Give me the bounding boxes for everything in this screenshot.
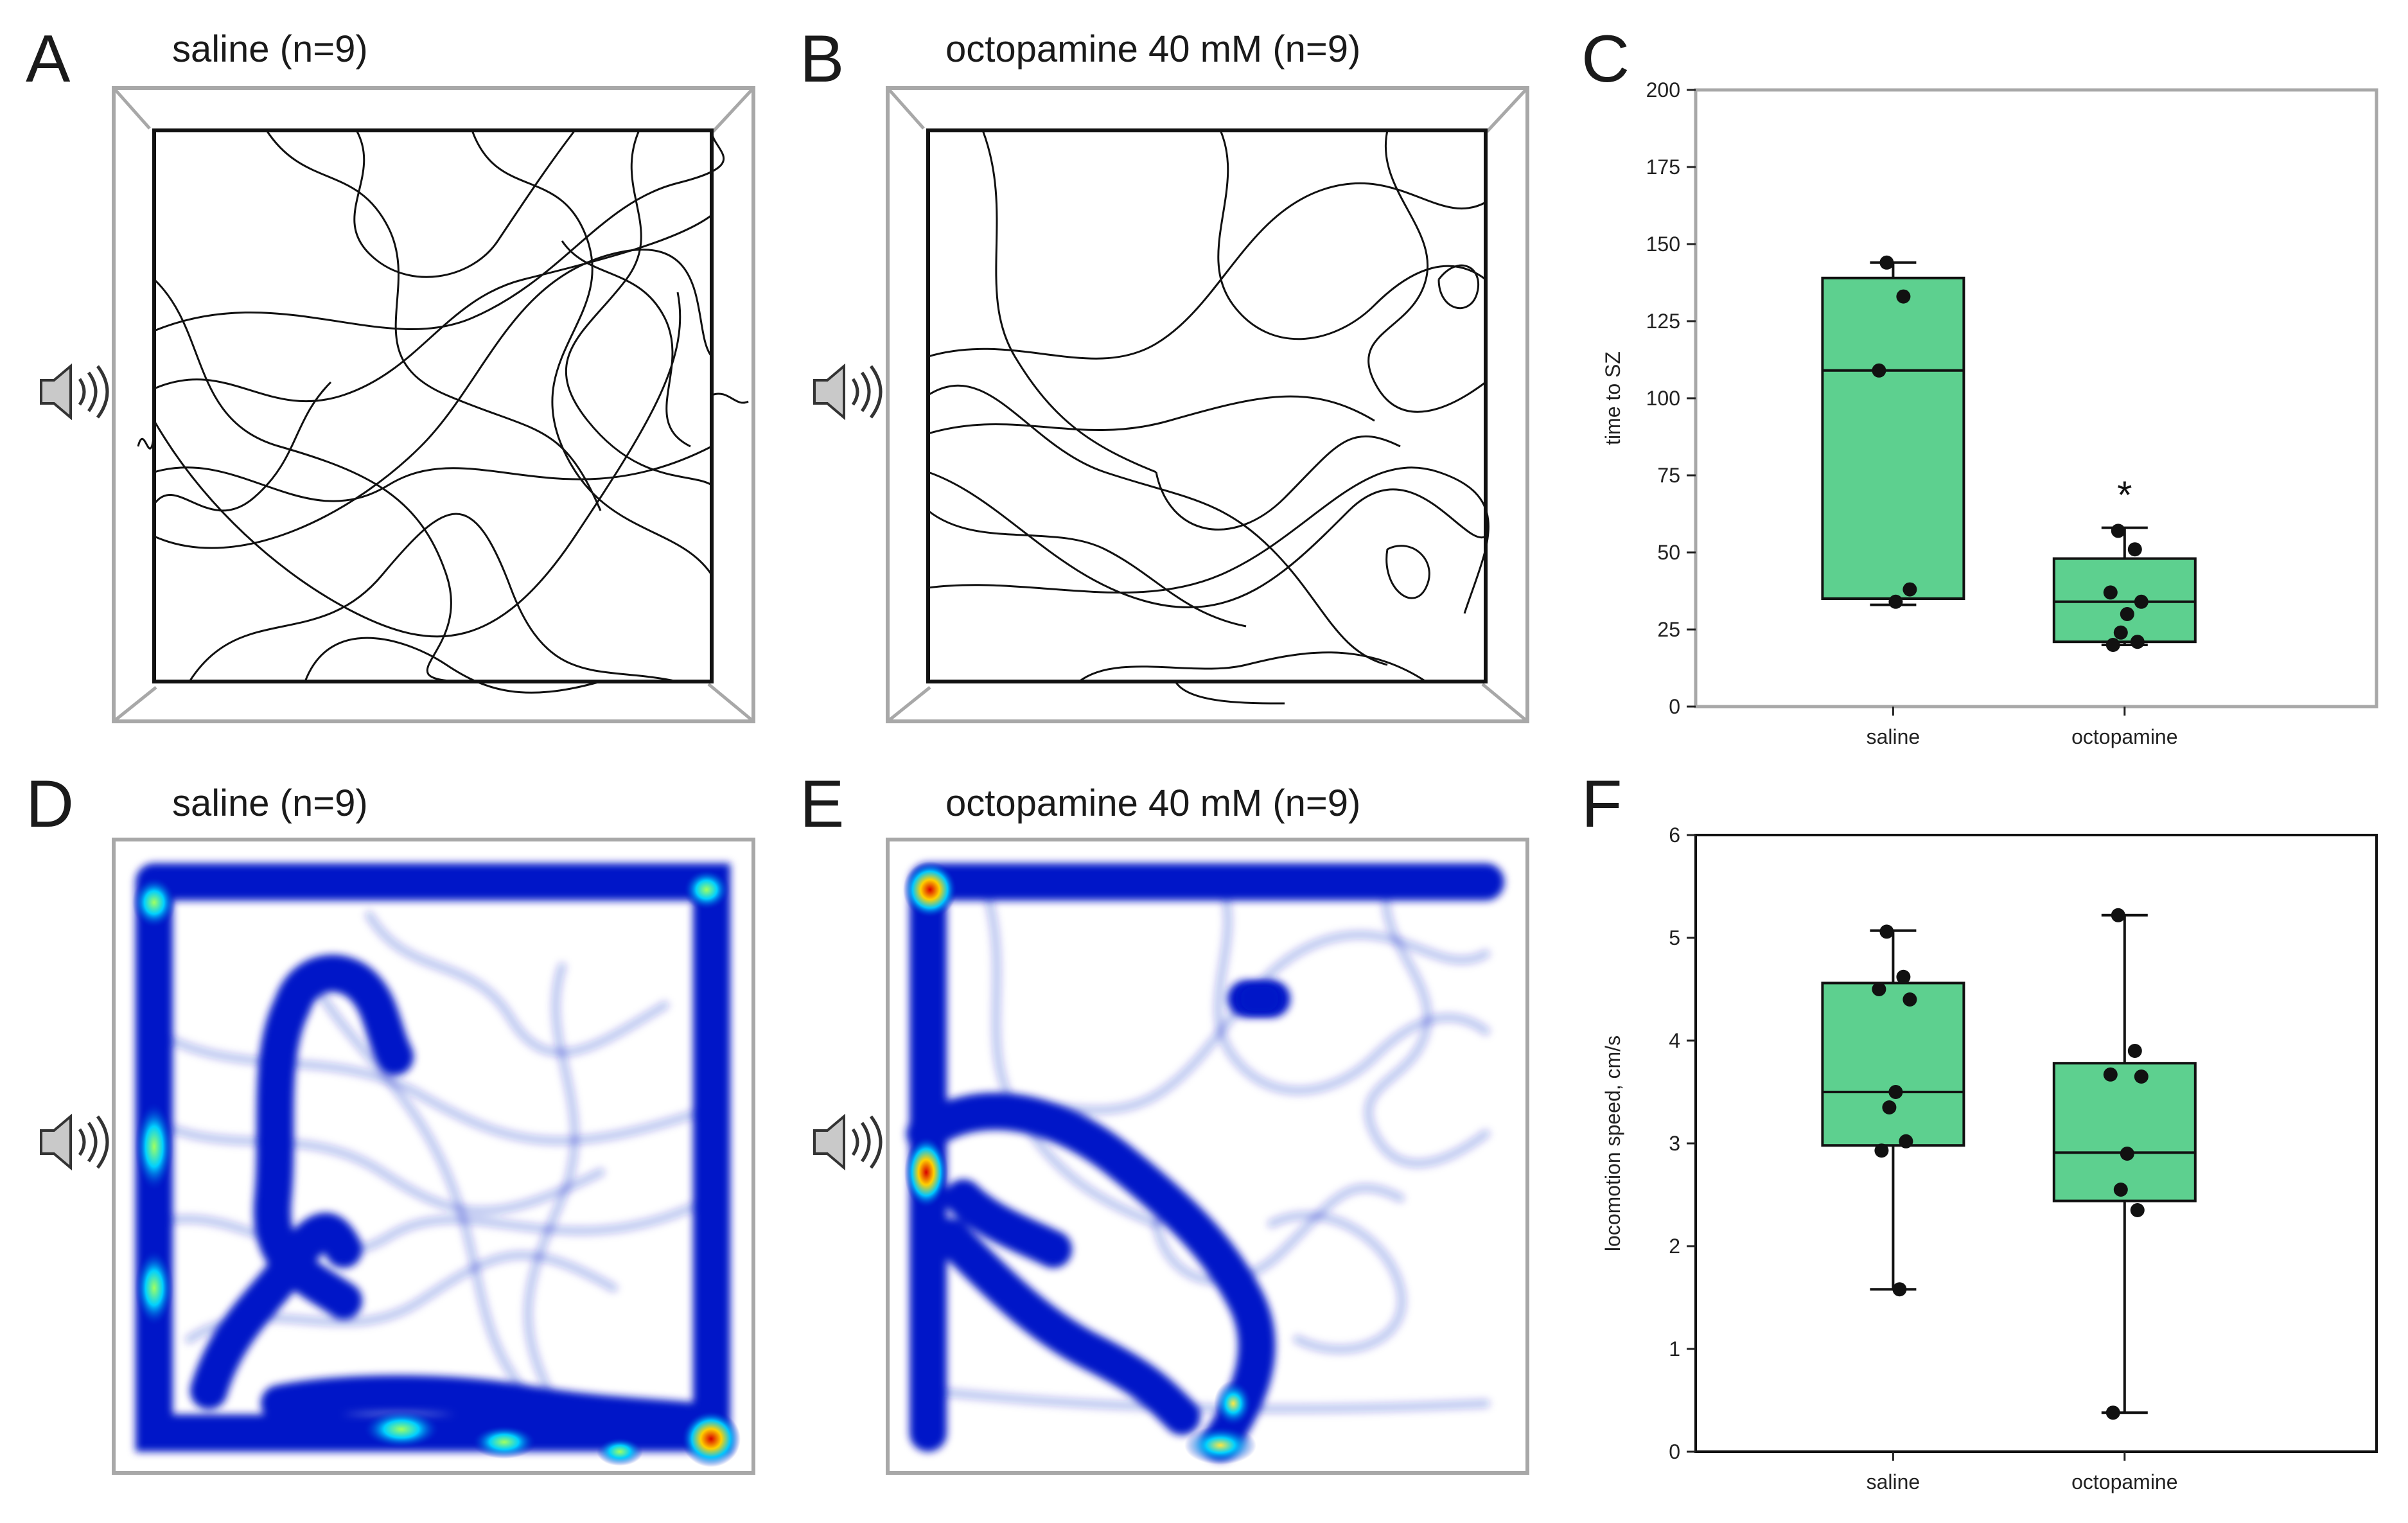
y-tick-label: 2 xyxy=(1669,1235,1680,1258)
trajectory-paths xyxy=(926,128,1490,705)
y-tick-label: 200 xyxy=(1646,78,1680,101)
y-tick-label: 0 xyxy=(1669,695,1680,718)
y-axis-label: time to SZ xyxy=(1601,351,1624,445)
x-tick-label: saline xyxy=(1867,725,1920,748)
y-tick-label: 3 xyxy=(1669,1132,1680,1155)
x-tick-label: octopamine xyxy=(2071,1470,2177,1493)
heat-traces xyxy=(906,863,1504,1461)
data-point xyxy=(1879,924,1894,939)
trajectory-paths xyxy=(137,128,749,694)
box-saline xyxy=(1821,276,1965,600)
trajectory-arena-octopamine xyxy=(886,86,1529,723)
y-tick-label: 5 xyxy=(1669,926,1680,949)
data-point xyxy=(1882,1100,1897,1114)
y-tick-label: 75 xyxy=(1657,464,1680,487)
speaker-icon xyxy=(813,1113,883,1171)
panel-letter-f: F xyxy=(1581,767,1622,841)
panel-title-d: saline (n=9) xyxy=(172,782,368,824)
panel-title-b: octopamine 40 mM (n=9) xyxy=(945,28,1361,70)
data-point xyxy=(2105,1405,2120,1420)
data-point xyxy=(1899,1134,1913,1149)
significance-marker: * xyxy=(2117,473,2132,516)
panel-letter-b: B xyxy=(800,22,845,96)
data-point xyxy=(2111,908,2125,922)
data-point xyxy=(1874,1143,1889,1158)
data-point xyxy=(1903,992,1917,1007)
data-point xyxy=(1896,969,1911,984)
y-tick-label: 25 xyxy=(1657,618,1680,641)
plot-frame xyxy=(1694,88,2378,709)
data-point xyxy=(2134,594,2149,609)
speaker-icon xyxy=(40,363,109,421)
data-point xyxy=(2113,1183,2128,1197)
trajectory-arena-saline xyxy=(112,86,755,723)
data-point xyxy=(1903,582,1917,597)
data-point xyxy=(2127,1044,2142,1058)
data-point xyxy=(2103,585,2118,600)
data-point xyxy=(2120,1147,2134,1161)
panel-title-e: octopamine 40 mM (n=9) xyxy=(945,782,1361,824)
data-point xyxy=(2105,638,2120,652)
y-tick-label: 50 xyxy=(1657,541,1680,564)
y-tick-label: 100 xyxy=(1646,387,1680,410)
x-tick-label: saline xyxy=(1867,1470,1920,1493)
data-point xyxy=(1872,363,1886,378)
y-tick-label: 4 xyxy=(1669,1029,1680,1052)
y-tick-label: 6 xyxy=(1669,823,1680,847)
data-point xyxy=(1872,982,1886,996)
y-tick-label: 0 xyxy=(1669,1440,1680,1463)
panel-letter-a: A xyxy=(26,22,71,96)
plot-frame xyxy=(1694,834,2378,1453)
x-tick-label: octopamine xyxy=(2071,725,2177,748)
panel-letter-d: D xyxy=(26,767,75,841)
data-point xyxy=(2111,524,2125,538)
data-point xyxy=(1896,289,1911,304)
box-octopamine xyxy=(2052,1062,2197,1202)
data-point xyxy=(1879,255,1894,270)
arena-frame xyxy=(886,838,1529,1475)
panel-letter-c: C xyxy=(1581,22,1630,96)
data-point xyxy=(2127,542,2142,557)
heatmap-arena-saline xyxy=(112,838,755,1475)
box-plot-time-to-sz: 0 25 50 75 100 125 150 175 200 time to SZ saline oc… xyxy=(1601,78,2378,748)
data-point xyxy=(2113,625,2128,640)
data-point xyxy=(1888,594,1903,609)
arena-frame xyxy=(112,86,755,723)
data-point xyxy=(2134,1070,2149,1084)
box-plot-locomotion-speed: 0 1 2 3 4 5 6 locomotion speed, cm/s saline octop… xyxy=(1601,823,2378,1493)
y-tick-label: 1 xyxy=(1669,1337,1680,1360)
box-saline xyxy=(1821,982,1965,1147)
data-point xyxy=(2120,607,2134,621)
arena-frame xyxy=(886,86,1529,723)
data-point xyxy=(2103,1067,2118,1082)
arena-frame xyxy=(112,838,755,1475)
data-point xyxy=(2130,1203,2145,1217)
y-tick-label: 175 xyxy=(1646,155,1680,179)
data-point xyxy=(2130,635,2145,649)
speaker-icon xyxy=(813,363,883,421)
panel-title-a: saline (n=9) xyxy=(172,28,368,70)
data-point xyxy=(1888,1085,1903,1099)
data-point xyxy=(1892,1282,1907,1297)
heat-traces xyxy=(136,863,730,1452)
heatmap-arena-octopamine xyxy=(886,838,1529,1475)
y-tick-label: 150 xyxy=(1646,233,1680,256)
y-tick-label: 125 xyxy=(1646,310,1680,333)
panel-letter-e: E xyxy=(800,767,845,841)
y-axis-label: locomotion speed, cm/s xyxy=(1601,1035,1624,1251)
speaker-icon xyxy=(40,1113,109,1171)
